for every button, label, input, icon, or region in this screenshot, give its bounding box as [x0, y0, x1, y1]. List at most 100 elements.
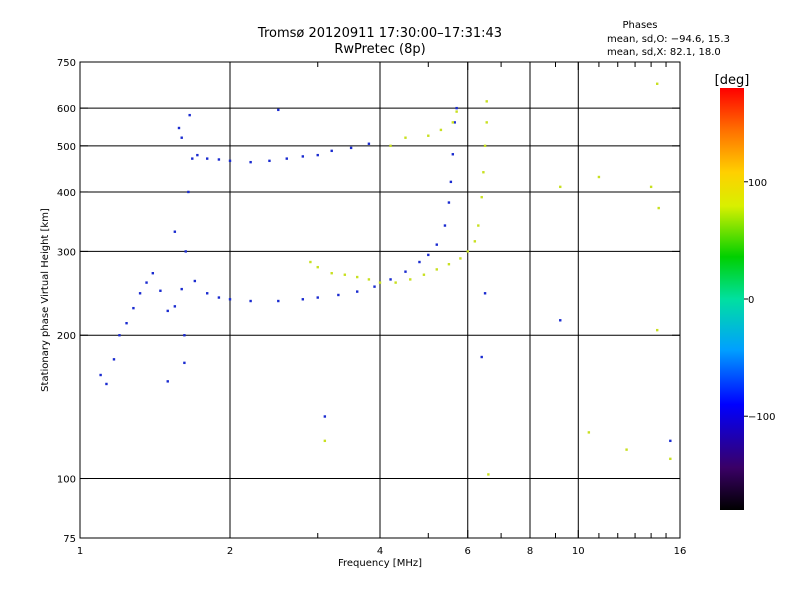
x-mode-stats: mean, sd,X: 82.1, 18.0 — [607, 47, 721, 58]
x-mode-point — [451, 121, 455, 124]
colorbar-tick-label: 100 — [748, 178, 767, 189]
o-mode-point — [151, 272, 155, 275]
o-mode-point — [228, 298, 232, 301]
y-tick-label: 400 — [57, 188, 76, 199]
x-mode-point — [466, 250, 469, 253]
y-tick-label: 200 — [57, 331, 76, 342]
o-mode-point — [159, 289, 162, 292]
x-mode-point — [394, 281, 397, 284]
o-mode-point — [455, 106, 458, 110]
o-mode-point — [249, 299, 252, 303]
x-mode-point — [480, 195, 483, 199]
x-mode-point — [316, 265, 319, 269]
x-mode-point — [485, 121, 488, 124]
x-tick-label: 6 — [465, 546, 471, 557]
o-mode-point — [183, 334, 186, 337]
o-mode-point — [268, 159, 271, 163]
x-tick-label: 16 — [674, 546, 687, 557]
o-mode-point — [205, 292, 209, 295]
x-mode-point — [389, 144, 392, 148]
o-mode-point — [316, 296, 319, 299]
x-mode-point — [439, 128, 443, 132]
x-mode-point — [323, 439, 327, 443]
x-tick-label: 2 — [227, 546, 233, 557]
o-mode-point — [330, 149, 333, 153]
o-mode-point — [373, 285, 376, 288]
phase-colorbar — [720, 88, 744, 510]
x-mode-point — [655, 328, 659, 332]
o-mode-point — [217, 296, 221, 299]
o-mode-point — [483, 292, 487, 295]
o-mode-point — [277, 108, 280, 112]
y-tick-label: 750 — [57, 58, 76, 69]
o-mode-point — [435, 243, 438, 246]
x-tick-label: 8 — [527, 546, 533, 557]
x-mode-point — [330, 272, 333, 275]
x-mode-point — [587, 431, 591, 434]
o-mode-point — [323, 415, 327, 418]
x-mode-point — [422, 273, 426, 276]
x-tick-label: 1 — [77, 546, 83, 557]
x-mode-point — [657, 206, 660, 210]
o-mode-point — [193, 279, 197, 283]
x-tick-label: 10 — [572, 546, 585, 557]
x-axis-label: Frequency [MHz] — [338, 558, 422, 569]
x-mode-point — [485, 100, 488, 103]
o-mode-point — [173, 230, 177, 233]
o-mode-point — [337, 293, 340, 297]
colorbar-unit-label: [deg] — [715, 73, 750, 88]
o-mode-point — [132, 306, 135, 310]
x-mode-point — [487, 473, 490, 476]
o-mode-stats: mean, sd,O: −94.6, 15.3 — [607, 34, 730, 45]
o-mode-point — [105, 382, 108, 386]
x-mode-point — [309, 260, 312, 264]
o-mode-point — [184, 250, 187, 253]
o-mode-point — [367, 142, 371, 145]
x-mode-point — [404, 136, 407, 139]
o-mode-point — [316, 153, 319, 157]
y-tick-label: 300 — [57, 247, 76, 258]
x-mode-point — [655, 82, 659, 85]
o-mode-point — [228, 159, 232, 163]
o-mode-point — [99, 373, 102, 377]
x-mode-point — [355, 275, 359, 279]
x-mode-point — [459, 257, 462, 260]
o-mode-point — [453, 121, 456, 124]
o-mode-point — [669, 439, 672, 443]
x-tick-label: 4 — [377, 546, 383, 557]
o-mode-point — [443, 224, 447, 227]
o-mode-point — [301, 298, 305, 301]
o-mode-point — [559, 319, 562, 322]
o-mode-point — [187, 190, 190, 194]
grid-lines — [80, 62, 680, 538]
chart-subtitle: RwPretec (8p) — [334, 42, 426, 57]
data-points — [99, 82, 672, 476]
o-mode-point — [404, 270, 407, 273]
o-mode-point — [449, 180, 453, 184]
phases-heading: Phases — [622, 20, 658, 31]
x-mode-point — [477, 224, 480, 227]
o-mode-point — [389, 278, 392, 281]
o-mode-point — [285, 157, 288, 160]
o-mode-point — [166, 380, 169, 383]
x-mode-point — [343, 273, 347, 276]
x-mode-point — [483, 144, 487, 148]
o-mode-point — [173, 305, 177, 308]
x-mode-point — [427, 134, 430, 137]
o-mode-point — [183, 361, 186, 365]
y-tick-label: 100 — [57, 475, 76, 486]
o-mode-point — [112, 358, 116, 361]
chart-title: Tromsø 20120911 17:30:00–17:31:43 — [257, 26, 503, 41]
y-tick-label: 75 — [63, 534, 76, 545]
colorbar-tick-label: −100 — [748, 412, 775, 423]
x-mode-point — [455, 110, 458, 113]
o-mode-point — [217, 158, 221, 161]
o-mode-point — [188, 113, 191, 117]
x-mode-point — [378, 281, 382, 284]
x-mode-point — [367, 278, 371, 281]
y-tick-label: 600 — [57, 104, 76, 115]
o-mode-point — [205, 157, 209, 160]
o-mode-point — [451, 153, 455, 156]
x-mode-point — [649, 185, 653, 189]
